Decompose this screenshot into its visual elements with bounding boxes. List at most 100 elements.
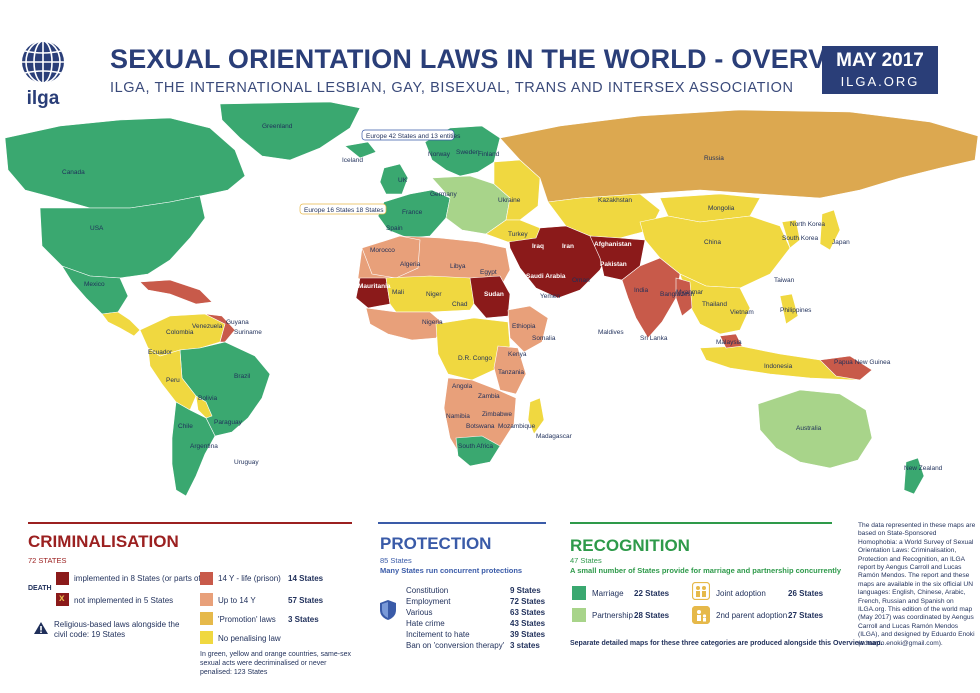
swatch-14y-life	[200, 572, 213, 585]
label-malaysia: Malaysia	[716, 339, 742, 346]
criminalisation-rule	[28, 522, 352, 524]
label-indonesia: Indonesia	[764, 363, 793, 370]
region-paraguay[interactable]	[195, 395, 213, 419]
protection-conversion-label: Ban on 'conversion therapy'	[406, 641, 505, 650]
region-turkey[interactable]	[485, 219, 541, 243]
protection-various-label: Various	[406, 608, 433, 617]
region-western-europe[interactable]	[377, 189, 451, 239]
swatch-marriage	[572, 586, 586, 600]
region-greenland[interactable]	[219, 101, 361, 161]
swatch-no-penalising	[200, 631, 213, 644]
label-mongolia: Mongolia	[708, 205, 735, 212]
death-label: DEATH	[28, 585, 52, 592]
globe-icon: ilga	[22, 40, 64, 109]
region-usa[interactable]	[39, 195, 206, 279]
protection-constitution-value: 9 States	[510, 586, 541, 595]
label-suriname: Suriname	[234, 329, 262, 336]
region-papua[interactable]	[819, 355, 873, 381]
region-uk-ireland[interactable]	[379, 163, 409, 195]
region-southeast-asia[interactable]	[679, 273, 751, 335]
region-malaysia[interactable]	[719, 333, 743, 349]
label-zimbabwe: Zimbabwe	[482, 411, 512, 418]
recognition-note: Separate detailed maps for these three c…	[570, 640, 883, 647]
label-chad: Chad	[452, 301, 468, 308]
legend-promotion-value: 3 States	[288, 615, 319, 624]
label-turkey: Turkey	[508, 231, 528, 238]
legend-14y-life-label: 14 Y - life (prison)	[218, 574, 281, 583]
label-philippines: Philippines	[780, 307, 812, 314]
label-china: China	[704, 239, 721, 246]
region-australia[interactable]	[757, 389, 873, 469]
protection-incitement-label: Incitement to hate	[406, 630, 470, 639]
region-sahel[interactable]	[385, 275, 481, 313]
ilga-logo: ilga	[14, 38, 74, 112]
protection-title: PROTECTION	[380, 534, 492, 553]
recognition-rule	[570, 522, 832, 524]
swatch-death-not-implemented: x	[56, 593, 69, 606]
swatch-up-to-14y	[200, 593, 213, 606]
region-caribbean[interactable]	[139, 279, 213, 305]
label-ukraine: Ukraine	[498, 197, 521, 204]
recognition-sub: A small number of States provide for mar…	[570, 566, 842, 575]
label-south-africa: South Africa	[458, 443, 493, 450]
label-maldives: Maldives	[598, 329, 624, 336]
swatch-death-implemented	[56, 572, 69, 585]
recognition-joint-label: Joint adoption	[716, 589, 766, 598]
label-mexico: Mexico	[84, 281, 105, 288]
region-west-africa[interactable]	[365, 307, 445, 341]
europe-box-protection-text: Europe 42 States and 13 entities	[366, 133, 461, 140]
region-korea[interactable]	[781, 219, 801, 249]
region-iceland[interactable]	[344, 141, 377, 159]
region-south-africa[interactable]	[455, 435, 501, 467]
region-sudan[interactable]	[469, 275, 511, 319]
region-argentina-chile[interactable]	[171, 401, 216, 497]
protection-incitement-value: 39 States	[510, 630, 546, 639]
label-germany: Germany	[430, 191, 457, 198]
region-indonesia[interactable]	[699, 345, 861, 381]
recognition-second-label: 2nd parent adoption	[716, 611, 788, 620]
label-russia: Russia	[704, 155, 724, 162]
label-libya: Libya	[450, 263, 466, 270]
label-sudan: Sudan	[484, 291, 504, 298]
protection-count: 85 States	[380, 556, 412, 565]
joint-adoption-icon	[692, 582, 710, 600]
region-horn-of-africa[interactable]	[507, 305, 549, 353]
region-india[interactable]	[621, 257, 681, 339]
region-philippines[interactable]	[779, 293, 799, 325]
region-middle-east[interactable]	[507, 225, 611, 299]
label-niger: Niger	[426, 291, 442, 298]
region-east-africa[interactable]	[493, 345, 527, 395]
region-myanmar-bangladesh[interactable]	[675, 277, 693, 317]
region-madagascar[interactable]	[527, 397, 545, 435]
label-uruguay: Uruguay	[234, 459, 259, 466]
label-taiwan: Taiwan	[774, 277, 795, 284]
label-iraq: Iraq	[532, 243, 544, 250]
label-papua-new-guinea: Papua New Guinea	[834, 359, 891, 366]
label-guyana: Guyana	[226, 319, 249, 326]
region-russia[interactable]	[499, 109, 979, 203]
region-mauritania[interactable]	[355, 277, 391, 309]
protection-hate-crime-label: Hate crime	[406, 619, 445, 628]
x-mark-icon: x	[59, 593, 65, 604]
protection-hate-crime-value: 43 States	[510, 619, 546, 628]
region-morocco-algeria[interactable]	[361, 235, 421, 279]
label-north-korea: North Korea	[790, 221, 825, 228]
recognition-joint-value: 26 States	[788, 589, 824, 598]
region-peru-bolivia[interactable]	[147, 347, 197, 411]
label-australia: Australia	[796, 425, 822, 432]
label-zambia: Zambia	[478, 393, 500, 400]
legend-up-to-14y-value: 57 States	[288, 596, 324, 605]
label-mali: Mali	[392, 289, 404, 296]
label-afghanistan: Afghanistan	[594, 241, 632, 248]
label-myanmar: Myanmar	[676, 289, 704, 296]
label-yemen: Yemen	[540, 293, 560, 300]
region-new-zealand[interactable]	[903, 457, 925, 495]
death-implemented-text: implemented in 8 States (or parts of)	[74, 574, 204, 583]
region-canada[interactable]	[4, 117, 246, 209]
region-central-america[interactable]	[101, 311, 141, 337]
religious-laws-text: Religious-based laws alongside the civil…	[54, 620, 180, 639]
region-japan[interactable]	[819, 209, 841, 251]
site-url[interactable]: ILGA.ORG	[840, 74, 920, 89]
label-sri-lanka: Sri Lanka	[640, 335, 668, 342]
label-peru: Peru	[166, 377, 180, 384]
